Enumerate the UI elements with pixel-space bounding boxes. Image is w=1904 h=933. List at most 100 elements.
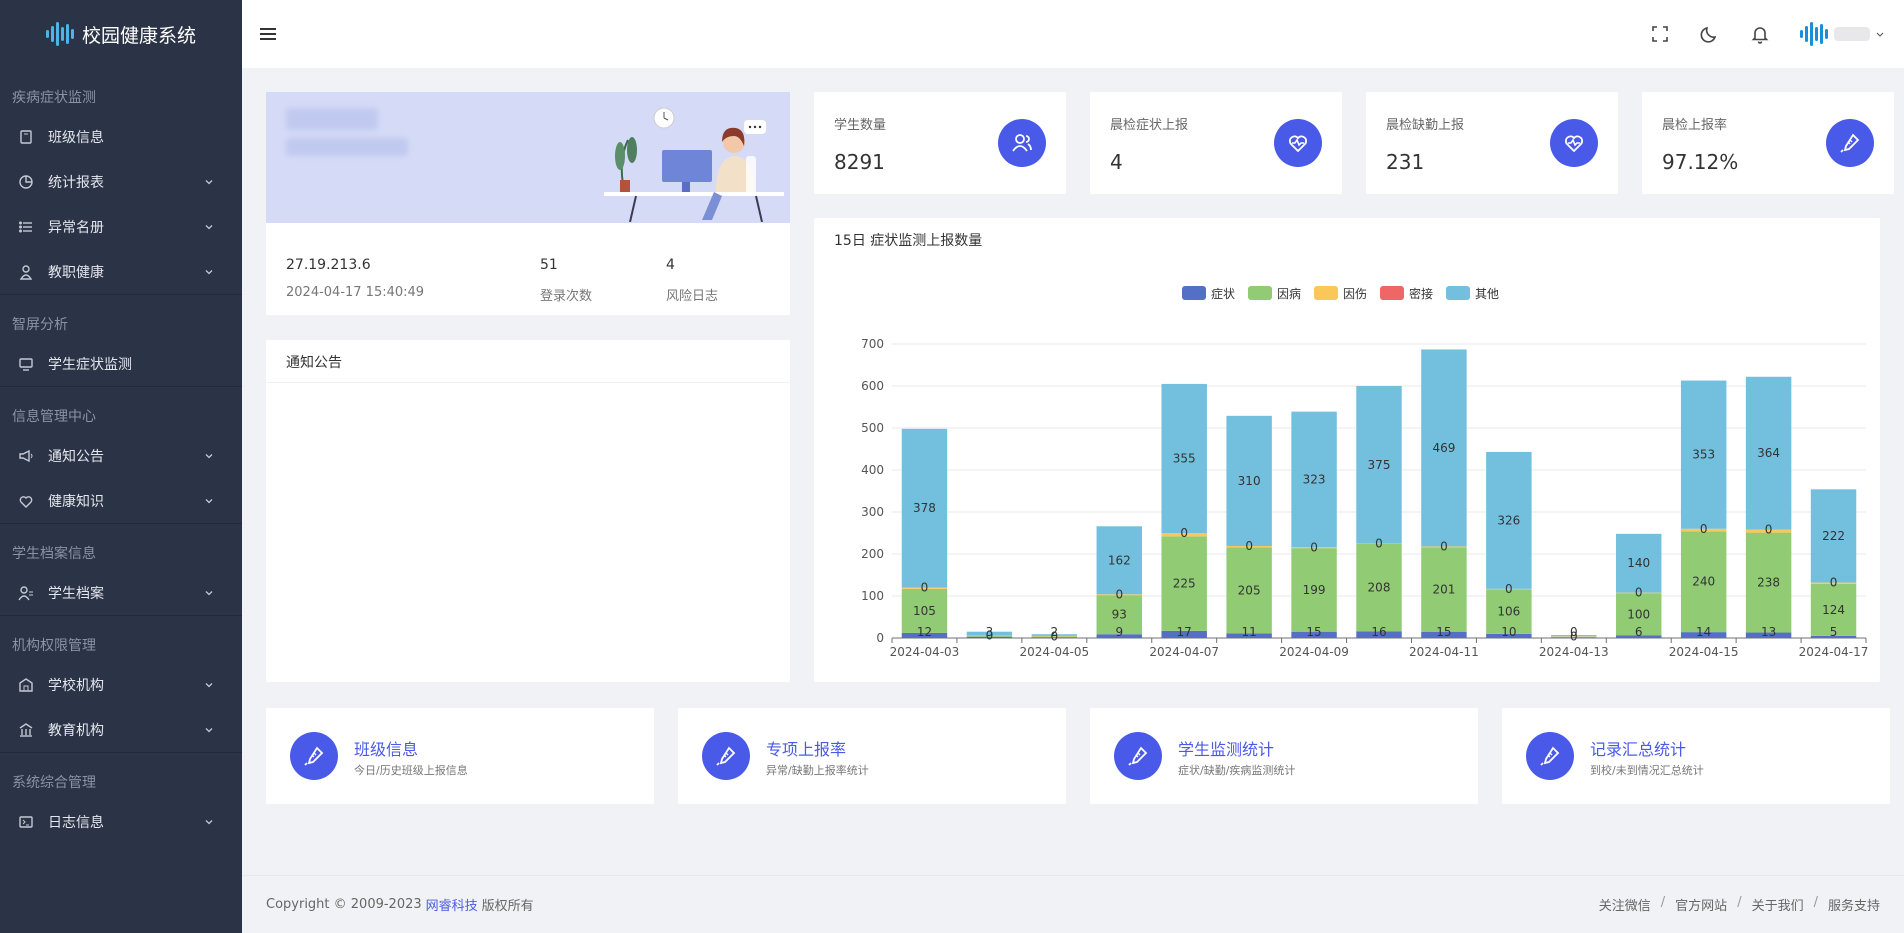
data-label: 353 <box>1692 448 1715 462</box>
bar-segment <box>1810 635 1857 638</box>
y-tick-label: 400 <box>861 463 884 477</box>
data-label: 355 <box>1173 451 1196 465</box>
welcome-banner <box>266 92 790 223</box>
chevron-down-icon <box>205 819 213 824</box>
bar-segment <box>1616 592 1662 594</box>
sidebar-item-label: 教职健康 <box>48 264 104 281</box>
sidebar-item[interactable]: 通知公告 <box>0 433 242 478</box>
sidebar-item-label: 学生症状监测 <box>48 356 132 373</box>
data-label: 364 <box>1757 446 1780 460</box>
footer-link[interactable]: 服务支持 <box>1827 899 1880 914</box>
legend-swatch <box>1182 286 1206 300</box>
footer-rights: 版权所有 <box>481 899 534 914</box>
sidebar-group-title: 学生档案信息 <box>12 546 96 562</box>
x-tick-label: 2024-04-07 <box>1149 645 1219 659</box>
quick-link-card[interactable]: 专项上报率 异常/缺勤上报率统计 <box>678 708 1066 804</box>
chevron-down-icon <box>205 179 213 184</box>
notice-divider <box>266 382 790 383</box>
bar-segment <box>1810 489 1857 583</box>
quick-link-title: 学生监测统计 <box>1178 740 1275 759</box>
user-avatar[interactable] <box>1800 22 1884 46</box>
dark-mode-icon[interactable] <box>1700 24 1720 44</box>
quick-link-card[interactable]: 班级信息 今日/历史班级上报信息 <box>266 708 654 804</box>
stat-card[interactable]: 晨检上报率 97.12% <box>1642 92 1894 194</box>
stat-card[interactable]: 晨检症状上报 4 <box>1090 92 1342 194</box>
building-icon <box>18 722 34 738</box>
bar-segment <box>1745 632 1792 638</box>
bar-segment <box>1616 533 1662 593</box>
top-bar <box>242 0 1904 68</box>
bar-segment <box>1680 380 1727 529</box>
data-label: 5 <box>1830 625 1838 639</box>
sidebar-item[interactable]: 教育机构 <box>0 707 242 752</box>
footer-link[interactable]: 关于我们 <box>1751 899 1804 914</box>
footer-link[interactable]: 官方网站 <box>1675 899 1728 914</box>
data-label: 0 <box>1765 523 1773 537</box>
sidebar-item-label: 班级信息 <box>48 129 104 146</box>
x-tick-label: 2024-04-11 <box>1409 645 1479 659</box>
bar-segment <box>901 428 948 588</box>
heart-pulse-icon <box>1550 119 1598 167</box>
legend-swatch <box>1380 286 1404 300</box>
x-tick-label: 2024-04-03 <box>890 645 960 659</box>
heart-pulse-icon <box>1274 119 1322 167</box>
y-tick-label: 300 <box>861 505 884 519</box>
sidebar-item[interactable]: 学校机构 <box>0 662 242 707</box>
data-label: 15 <box>1306 625 1321 639</box>
login-count-label: 登录次数 <box>540 289 593 304</box>
data-label: 124 <box>1822 603 1845 617</box>
sidebar-item[interactable]: 教职健康 <box>0 249 242 294</box>
bar-segment <box>1031 634 1078 636</box>
sidebar-group: 信息管理中心 通知公告 健康知识 <box>0 386 242 523</box>
bar-segment <box>1551 635 1597 637</box>
quick-link-title: 班级信息 <box>354 740 419 759</box>
notification-bell-icon[interactable] <box>1750 24 1770 44</box>
sidebar-item[interactable]: 学生症状监测 <box>0 341 242 386</box>
bar-segment <box>1096 526 1142 595</box>
avatar-icon <box>1800 22 1828 46</box>
quick-link-card[interactable]: 学生监测统计 症状/缺勤/疾病监测统计 <box>1090 708 1478 804</box>
stat-label: 晨检缺勤上报 <box>1386 118 1465 133</box>
stat-card[interactable]: 晨检缺勤上报 231 <box>1366 92 1618 194</box>
y-tick-label: 100 <box>861 589 884 603</box>
sidebar-item[interactable]: 统计报表 <box>0 159 242 204</box>
last-login-time: 2024-04-17 15:40:49 <box>286 285 425 300</box>
quick-link-subtitle: 异常/缺勤上报率统计 <box>766 764 869 777</box>
sidebar-item[interactable]: 异常名册 <box>0 204 242 249</box>
sidebar-item[interactable]: 日志信息 <box>0 799 242 844</box>
bar-segment <box>1486 589 1532 634</box>
bar-segment <box>1616 635 1662 638</box>
megaphone-icon <box>18 448 34 464</box>
sidebar-group-title: 机构权限管理 <box>12 638 96 654</box>
app-logo[interactable]: 校园健康系统 <box>0 0 242 68</box>
data-label: 0 <box>1830 576 1838 590</box>
sidebar-item-label: 日志信息 <box>48 814 104 831</box>
risk-log-block[interactable]: 4 风险日志 <box>666 223 718 304</box>
footer-brand-link[interactable]: 网睿科技 <box>425 899 478 914</box>
bar-segment <box>1616 593 1662 636</box>
bar-segment <box>1421 547 1467 632</box>
sidebar-item[interactable]: 学生档案 <box>0 570 242 615</box>
data-label: 0 <box>986 628 994 642</box>
data-label: 0 <box>1570 630 1578 644</box>
stat-card[interactable]: 学生数量 8291 <box>814 92 1066 194</box>
sidebar-group: 学生档案信息 学生档案 <box>0 523 242 615</box>
sidebar-item[interactable]: 健康知识 <box>0 478 242 523</box>
data-label: 12 <box>917 625 932 639</box>
users-icon <box>998 119 1046 167</box>
quick-link-title: 专项上报率 <box>766 740 847 759</box>
sidebar-item[interactable]: 班级信息 <box>0 114 242 159</box>
data-label: 3 <box>986 625 994 639</box>
data-label: 0 <box>921 581 929 595</box>
bar-segment <box>1226 415 1272 547</box>
pie-chart-icon <box>18 174 34 190</box>
legend-swatch <box>1314 286 1338 300</box>
sidebar-item-label: 教育机构 <box>48 722 104 739</box>
fullscreen-icon[interactable] <box>1650 24 1670 44</box>
app-title: 校园健康系统 <box>81 24 196 47</box>
menu-toggle-icon[interactable] <box>260 25 278 43</box>
sidebar-group: 疾病症状监测 班级信息 统计报表 异常名册 教职健康 <box>0 68 242 294</box>
footer-link[interactable]: 关注微信 <box>1598 899 1651 914</box>
quick-link-card[interactable]: 记录汇总统计 到校/未到情况汇总统计 <box>1502 708 1890 804</box>
